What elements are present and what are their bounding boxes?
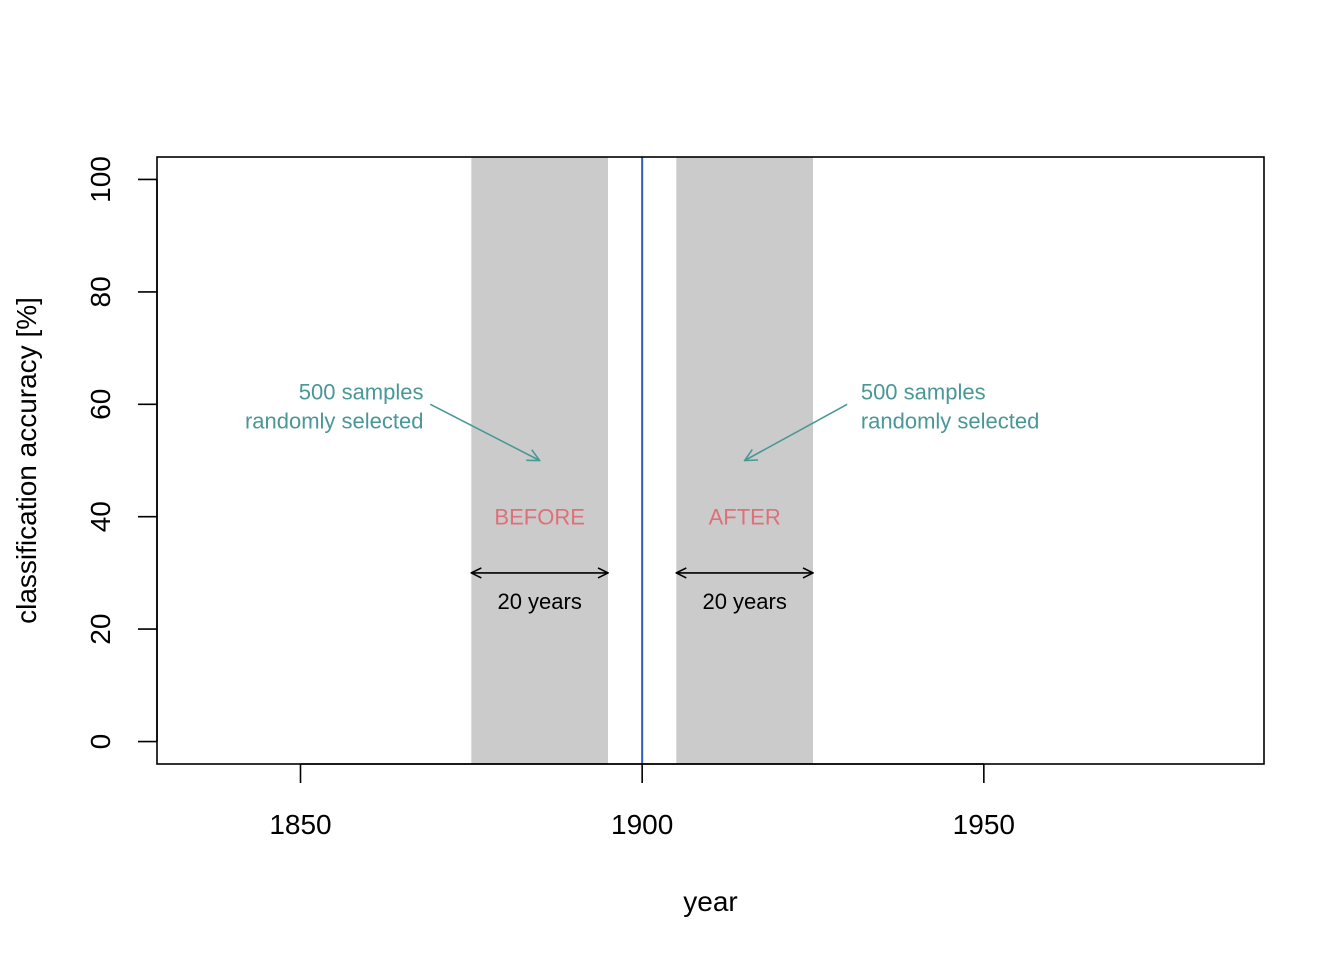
shaded-periods: BEFORE AFTER: [471, 157, 813, 764]
span-label-2: 20 years: [702, 589, 786, 614]
axes: 1850 1900 1950 0 20 40 60 80 100: [85, 156, 1015, 840]
annotation-text-2: 500 samples randomly selected: [861, 379, 1040, 433]
x-tick-label: 1900: [611, 809, 673, 840]
y-tick-label: 100: [85, 156, 116, 203]
annotation-line: 500 samples: [861, 379, 986, 404]
x-tick-label: 1950: [953, 809, 1015, 840]
annotation-line: randomly selected: [245, 408, 424, 433]
annotation-line: randomly selected: [861, 408, 1040, 433]
y-tick-label: 80: [85, 276, 116, 307]
annotation-line: 500 samples: [299, 379, 424, 404]
shaded-period-after: [676, 157, 813, 764]
period-label-after: AFTER: [709, 505, 781, 530]
y-tick-label: 60: [85, 389, 116, 420]
period-label-before: BEFORE: [494, 505, 584, 530]
y-tick-label: 0: [85, 734, 116, 750]
y-axis-title: classification accuracy [%]: [11, 297, 42, 624]
x-tick-label: 1850: [269, 809, 331, 840]
annotation-arrow-1: [429, 403, 539, 460]
span-label-1: 20 years: [497, 589, 581, 614]
y-tick-label: 20: [85, 614, 116, 645]
annotation-arrow-2: [745, 403, 848, 460]
annotations: 20 years 20 years 500 samples randomly sele…: [245, 379, 1039, 614]
x-axis-title: year: [683, 886, 737, 917]
annotation-text-1: 500 samples randomly selected: [245, 379, 424, 433]
y-tick-label: 40: [85, 501, 116, 532]
